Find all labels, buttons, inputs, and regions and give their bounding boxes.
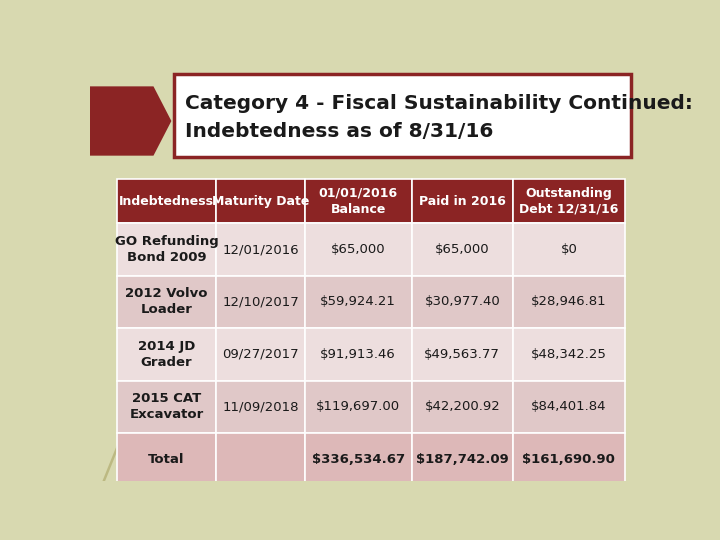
Bar bbox=[305, 328, 412, 381]
Text: $42,200.92: $42,200.92 bbox=[424, 400, 500, 413]
Text: Indebtedness as of 8/31/16: Indebtedness as of 8/31/16 bbox=[184, 122, 493, 141]
Bar bbox=[216, 224, 305, 276]
Text: $30,977.40: $30,977.40 bbox=[424, 295, 500, 308]
Text: 12/01/2016: 12/01/2016 bbox=[222, 243, 299, 256]
Text: $187,742.09: $187,742.09 bbox=[416, 453, 509, 465]
Text: $48,342.25: $48,342.25 bbox=[531, 348, 607, 361]
Text: 2014 JD
Grader: 2014 JD Grader bbox=[138, 340, 195, 369]
Bar bbox=[513, 224, 625, 276]
Bar bbox=[117, 179, 216, 224]
Text: $28,946.81: $28,946.81 bbox=[531, 295, 607, 308]
Bar bbox=[305, 276, 412, 328]
Text: 12/10/2017: 12/10/2017 bbox=[222, 295, 299, 308]
Text: Indebtedness: Indebtedness bbox=[119, 194, 214, 207]
Text: Outstanding
Debt 12/31/16: Outstanding Debt 12/31/16 bbox=[519, 187, 618, 215]
Bar bbox=[117, 276, 216, 328]
Bar bbox=[216, 179, 305, 224]
Bar bbox=[513, 381, 625, 433]
Bar bbox=[174, 74, 631, 157]
Text: $84,401.84: $84,401.84 bbox=[531, 400, 607, 413]
Bar bbox=[513, 328, 625, 381]
Bar bbox=[117, 381, 216, 433]
Bar bbox=[216, 381, 305, 433]
Text: 2012 Volvo
Loader: 2012 Volvo Loader bbox=[125, 287, 208, 316]
Bar bbox=[305, 433, 412, 485]
Text: GO Refunding
Bond 2009: GO Refunding Bond 2009 bbox=[114, 235, 218, 264]
Bar bbox=[513, 276, 625, 328]
Bar bbox=[117, 433, 216, 485]
Bar bbox=[305, 381, 412, 433]
Bar bbox=[412, 276, 513, 328]
Bar bbox=[513, 179, 625, 224]
Text: $0: $0 bbox=[560, 243, 577, 256]
Text: $59,924.21: $59,924.21 bbox=[320, 295, 396, 308]
Text: 01/01/2016
Balance: 01/01/2016 Balance bbox=[319, 187, 398, 215]
Text: Category 4 - Fiscal Sustainability Continued:: Category 4 - Fiscal Sustainability Conti… bbox=[184, 94, 693, 113]
Bar bbox=[216, 328, 305, 381]
Text: 2015 CAT
Excavator: 2015 CAT Excavator bbox=[130, 392, 204, 421]
Bar bbox=[412, 224, 513, 276]
Bar bbox=[305, 224, 412, 276]
Bar bbox=[117, 328, 216, 381]
Polygon shape bbox=[90, 86, 171, 156]
Bar bbox=[513, 433, 625, 485]
Text: 09/27/2017: 09/27/2017 bbox=[222, 348, 299, 361]
Text: $91,913.46: $91,913.46 bbox=[320, 348, 396, 361]
Bar bbox=[412, 179, 513, 224]
Text: Paid in 2016: Paid in 2016 bbox=[419, 194, 505, 207]
Text: $65,000: $65,000 bbox=[331, 243, 385, 256]
Text: 11/09/2018: 11/09/2018 bbox=[222, 400, 299, 413]
Bar bbox=[117, 224, 216, 276]
Text: $49,563.77: $49,563.77 bbox=[424, 348, 500, 361]
Bar bbox=[216, 276, 305, 328]
Text: $119,697.00: $119,697.00 bbox=[316, 400, 400, 413]
Text: Maturity Date: Maturity Date bbox=[212, 194, 309, 207]
Text: $161,690.90: $161,690.90 bbox=[523, 453, 616, 465]
Bar bbox=[412, 381, 513, 433]
Text: $65,000: $65,000 bbox=[435, 243, 490, 256]
Bar bbox=[305, 179, 412, 224]
Bar bbox=[412, 328, 513, 381]
Bar bbox=[216, 433, 305, 485]
Text: Total: Total bbox=[148, 453, 185, 465]
Bar bbox=[412, 433, 513, 485]
Text: $336,534.67: $336,534.67 bbox=[312, 453, 405, 465]
